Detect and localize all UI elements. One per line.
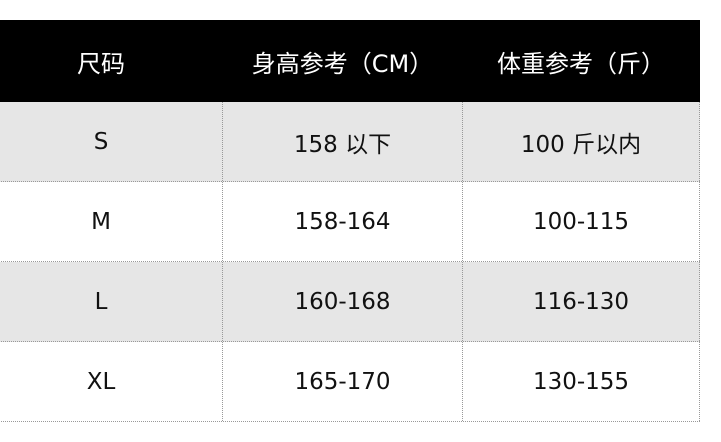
table-cell: 116-130	[462, 262, 700, 341]
table-cell: 160-168	[222, 262, 462, 341]
table-row: M 158-164 100-115	[0, 182, 700, 262]
table-cell: M	[91, 208, 111, 235]
table-cell: 100 斤以内	[462, 102, 700, 181]
header-row: 尺码 身高参考（CM） 体重参考（斤）	[0, 20, 700, 102]
size-table: 尺码 身高参考（CM） 体重参考（斤） S 158 以下 100 斤以内 M 158-164 1…	[0, 20, 700, 422]
table-row: S 158 以下 100 斤以内	[0, 102, 700, 182]
table-cell: L	[94, 288, 108, 315]
header-cell: 体重参考（斤）	[497, 49, 665, 78]
table-cell: 165-170	[222, 342, 462, 421]
table-cell: S	[93, 128, 109, 155]
header-cell: 尺码	[77, 49, 125, 78]
table-cell: 158-164	[222, 182, 462, 261]
header-cell: 身高参考（CM）	[251, 49, 434, 78]
table-cell: 130-155	[462, 342, 700, 421]
table-cell: 100-115	[462, 182, 700, 261]
table-row: L 160-168 116-130	[0, 262, 700, 342]
table-row: XL 165-170 130-155	[0, 342, 700, 422]
table-cell: XL	[86, 368, 116, 395]
table-cell: 158 以下	[222, 102, 462, 181]
